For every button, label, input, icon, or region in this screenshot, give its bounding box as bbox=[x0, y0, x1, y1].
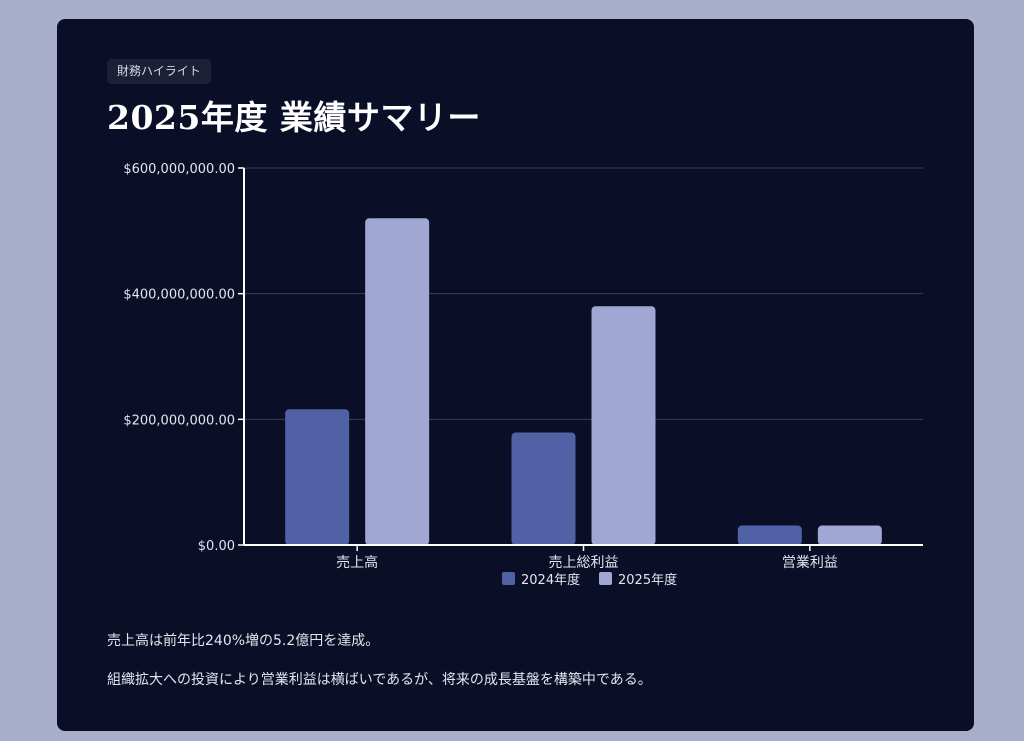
bar-2024-2 bbox=[737, 525, 802, 545]
legend-label: 2025年度 bbox=[618, 572, 677, 588]
x-tick-label: 売上高 bbox=[336, 554, 378, 571]
section-badge: 財務ハイライト bbox=[107, 59, 211, 84]
bar-2025-1 bbox=[591, 306, 656, 545]
x-tick-label: 営業利益 bbox=[782, 555, 838, 571]
page-title: 2025年度 業績サマリー bbox=[107, 98, 481, 137]
bar-2025-0 bbox=[365, 218, 430, 545]
y-tick-label: $400,000,000.00 bbox=[123, 288, 235, 303]
bar-chart: $0.00 $200,000,000.00 $400,000,000.00 $600,… bbox=[123, 162, 923, 588]
y-tick-label: $600,000,000.00 bbox=[123, 162, 235, 177]
summary-card: 財務ハイライト 2025年度 業績サマリー $0.00 $200,000,000.… bbox=[57, 19, 974, 731]
y-tick-label: $0.00 bbox=[198, 539, 235, 554]
bar-2025-2 bbox=[817, 525, 882, 545]
summary-note-revenue: 売上高は前年比240%増の5.2億円を達成。 bbox=[107, 633, 380, 649]
bar-2024-1 bbox=[511, 432, 576, 545]
y-tick-label: $200,000,000.00 bbox=[123, 413, 235, 428]
legend-swatch bbox=[502, 572, 515, 585]
legend-label: 2024年度 bbox=[521, 572, 580, 588]
summary-note-operating-profit: 組織拡大への投資により営業利益は横ばいであるが、将来の成長基盤を構築中である。 bbox=[107, 672, 652, 688]
legend-swatch bbox=[599, 572, 612, 585]
bar-2024-0 bbox=[285, 409, 350, 545]
x-tick-label: 売上総利益 bbox=[549, 555, 619, 571]
